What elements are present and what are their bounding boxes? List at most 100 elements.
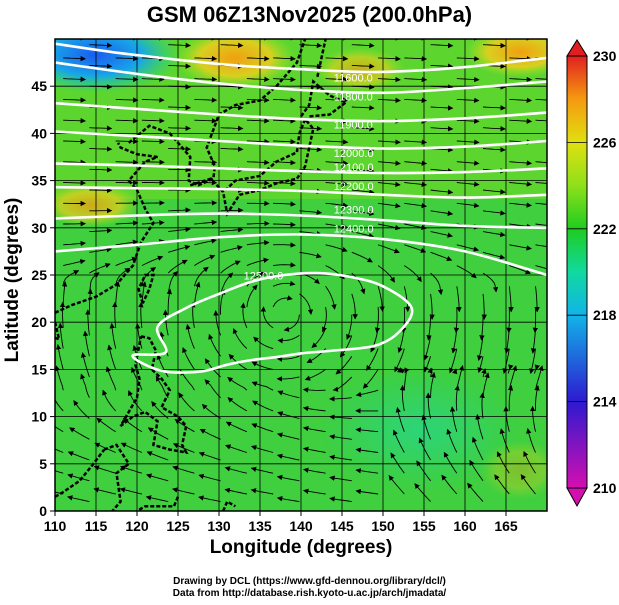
streamline xyxy=(299,293,314,315)
streamline xyxy=(299,146,323,153)
streamline xyxy=(155,375,169,398)
x-tick-label: 120 xyxy=(125,518,149,534)
streamline xyxy=(264,39,270,41)
streamline xyxy=(303,488,326,495)
streamline xyxy=(404,265,422,283)
streamline xyxy=(168,166,191,173)
streamline xyxy=(62,270,80,287)
streamline xyxy=(146,473,169,482)
coastline xyxy=(103,443,131,511)
streamline xyxy=(63,138,86,145)
y-tick-label: 20 xyxy=(31,314,47,330)
x-tick-label: 130 xyxy=(207,518,231,534)
streamline xyxy=(351,189,375,195)
streamline xyxy=(494,474,510,495)
coastline xyxy=(119,335,189,455)
streamline xyxy=(89,246,113,253)
streamline xyxy=(526,39,533,41)
streamline xyxy=(366,348,379,371)
x-axis-ticks: 110 115 120 125 130 135 140 145 150 155 160 165 xyxy=(44,511,518,534)
streamline xyxy=(404,139,428,145)
streamline xyxy=(397,367,405,374)
streamline xyxy=(456,181,480,187)
streamline xyxy=(304,369,326,381)
streamline xyxy=(427,367,433,378)
streamline xyxy=(194,97,218,103)
streamline xyxy=(456,118,480,124)
streamline xyxy=(467,482,484,502)
streamline xyxy=(481,368,487,378)
streamline xyxy=(299,251,322,259)
streamline xyxy=(194,219,218,226)
streamline xyxy=(147,427,169,440)
colorbar-tick-label: 214 xyxy=(593,394,617,410)
streamline xyxy=(162,309,169,336)
streamline xyxy=(394,348,405,373)
streamline xyxy=(277,411,300,419)
streamline xyxy=(276,496,300,503)
streamline xyxy=(443,451,458,474)
x-tick-label: 110 xyxy=(44,518,67,534)
streamline xyxy=(246,240,270,246)
streamline xyxy=(63,118,86,124)
streamline xyxy=(482,189,506,195)
streamline xyxy=(325,286,337,310)
streamline xyxy=(55,491,64,495)
streamline xyxy=(141,200,165,206)
streamline xyxy=(299,105,323,111)
streamline xyxy=(273,201,296,207)
streamline xyxy=(362,369,379,389)
contour-label: 12500.0 xyxy=(244,271,284,283)
coastline xyxy=(299,79,349,118)
streamline xyxy=(392,429,405,453)
streamline xyxy=(224,466,247,474)
streamline xyxy=(246,284,258,308)
y-tick-label: 0 xyxy=(39,503,47,519)
streamline xyxy=(55,425,64,433)
streamline xyxy=(329,396,352,402)
streamline xyxy=(277,432,300,440)
streamline xyxy=(509,202,532,208)
colorbar-tick-label: 226 xyxy=(593,134,617,150)
streamline xyxy=(276,355,300,362)
streamline xyxy=(302,387,326,393)
streamline xyxy=(351,293,358,320)
x-tick-label: 160 xyxy=(453,518,477,534)
streamline xyxy=(346,314,353,340)
streamline xyxy=(172,443,195,453)
streamline xyxy=(535,365,544,391)
streamline xyxy=(399,384,406,411)
streamline xyxy=(178,392,195,412)
temperature-field xyxy=(55,39,547,511)
colorbar-tick-label: 230 xyxy=(593,48,617,64)
x-tick-label: 145 xyxy=(330,518,354,534)
streamline xyxy=(220,207,244,214)
streamline xyxy=(250,488,274,495)
credit-line-1: Drawing by DCL (https://www.gfd-dennou.o… xyxy=(173,576,446,587)
streamline xyxy=(355,447,379,453)
geopotential-contours: 11600.0 11800.0 11900.0 12000.0 12100.0 12200… xyxy=(55,42,547,374)
streamline xyxy=(430,231,453,238)
streamline xyxy=(115,76,139,83)
streamline xyxy=(404,244,427,253)
streamline xyxy=(246,180,270,186)
x-tick-label: 140 xyxy=(289,518,313,534)
x-tick-label: 135 xyxy=(248,518,272,534)
streamline xyxy=(89,42,113,49)
streamline xyxy=(534,385,540,411)
streamline xyxy=(508,365,518,391)
streamline xyxy=(167,259,188,274)
streamline xyxy=(526,428,536,453)
streamline xyxy=(251,423,274,433)
streamline xyxy=(220,125,244,132)
x-tick-label: 150 xyxy=(371,518,395,534)
streamline xyxy=(240,302,248,329)
streamline xyxy=(482,147,506,153)
streamline xyxy=(482,210,506,216)
streamline xyxy=(456,56,480,62)
y-tick-label: 40 xyxy=(31,125,47,141)
streamline xyxy=(509,56,533,62)
streamline xyxy=(329,496,352,503)
streamline xyxy=(115,220,139,226)
